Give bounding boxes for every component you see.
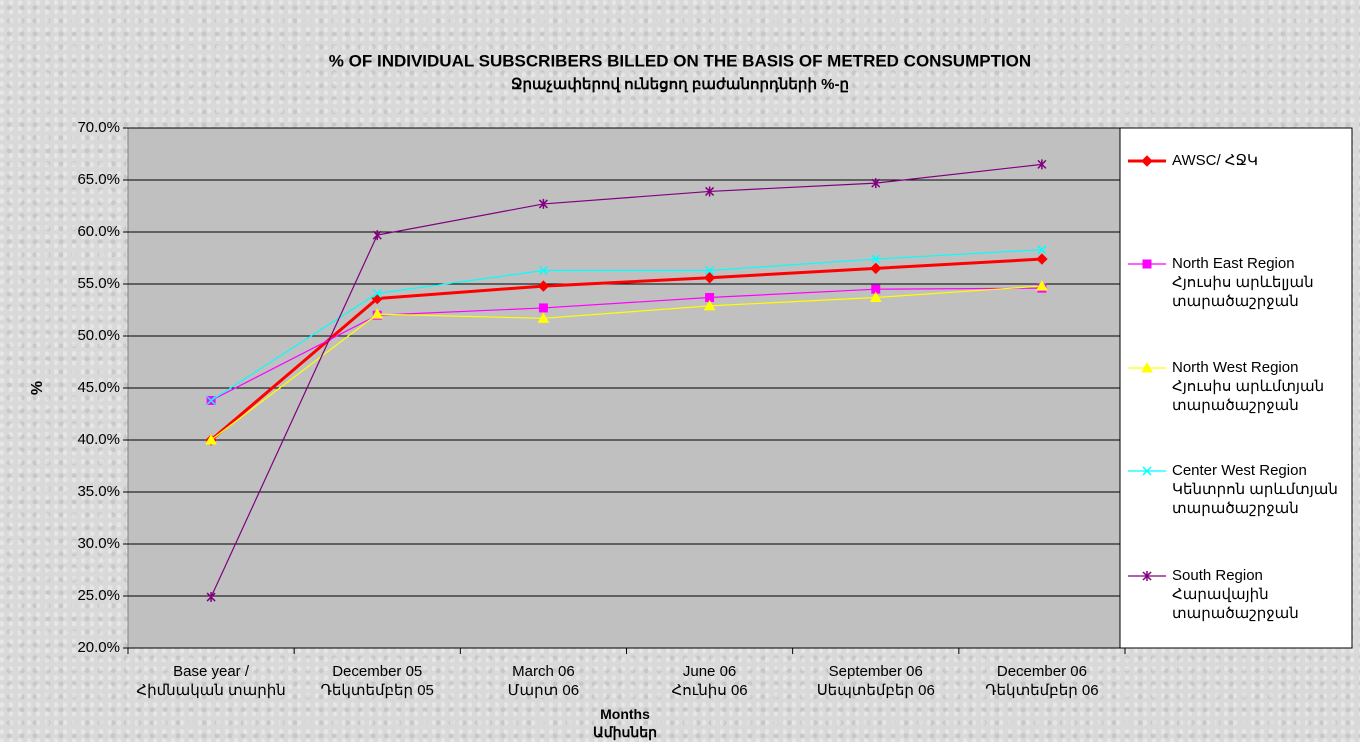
marker bbox=[538, 198, 548, 209]
y-tick-label: 45.0% bbox=[77, 379, 120, 396]
marker bbox=[1141, 361, 1153, 373]
marker bbox=[205, 433, 217, 445]
series bbox=[206, 159, 1047, 603]
marker bbox=[206, 592, 216, 603]
marker bbox=[1036, 253, 1048, 265]
y-axis-label: % bbox=[29, 381, 46, 395]
marker bbox=[537, 312, 550, 323]
x-axis-label: Months Ամիսներ bbox=[593, 706, 657, 740]
x-tick-label: June 06 Հունիս 06 bbox=[671, 663, 748, 699]
legend-label: South Region Հարավային տարածաշրջան bbox=[1172, 567, 1299, 622]
x-tick-label: Base year / Հիմնական տարին bbox=[136, 663, 286, 699]
marker bbox=[206, 395, 216, 406]
marker bbox=[705, 265, 715, 276]
marker bbox=[871, 178, 881, 189]
legend-label: Center West Region Կենտրոն արևմտյան տարա… bbox=[1172, 462, 1338, 517]
x-tick-label: March 06 Մարտ 06 bbox=[507, 663, 580, 699]
marker bbox=[1141, 155, 1153, 167]
chart-subtitle: Ջրաչափերով ունեցող բաժանորդների %-ը bbox=[511, 76, 849, 93]
marker bbox=[870, 262, 882, 275]
marker bbox=[537, 280, 550, 292]
x-tick-label: December 06 Դեկտեմբեր 06 bbox=[985, 663, 1099, 699]
y-tick-label: 40.0% bbox=[77, 431, 120, 448]
y-tick-label: 65.0% bbox=[77, 171, 120, 188]
legend-label: AWSC/ ՀՋԿ bbox=[1172, 152, 1259, 169]
x-tick-label: December 05 Դեկտեմբեր 05 bbox=[320, 663, 434, 699]
marker bbox=[538, 265, 548, 276]
y-tick-label: 70.0% bbox=[77, 119, 120, 136]
series bbox=[205, 280, 1048, 445]
marker bbox=[1036, 280, 1048, 291]
series-line bbox=[210, 249, 1042, 401]
marker bbox=[372, 230, 382, 241]
marker bbox=[1037, 159, 1047, 170]
marker bbox=[1142, 571, 1152, 581]
y-tick-label: 25.0% bbox=[77, 587, 120, 604]
series-line bbox=[210, 287, 1042, 402]
marker bbox=[1142, 466, 1152, 476]
legend-label: North East Region Հյուսիս արևելյան տարած… bbox=[1172, 255, 1314, 310]
marker bbox=[372, 288, 382, 298]
marker bbox=[538, 303, 548, 313]
marker bbox=[869, 291, 882, 303]
chart-title: % OF INDIVIDUAL SUBSCRIBERS BILLED ON TH… bbox=[329, 51, 1031, 70]
x-tick-label: September 06 Սեպտեմբեր 06 bbox=[816, 663, 935, 699]
y-tick-label: 20.0% bbox=[77, 639, 120, 656]
marker bbox=[703, 272, 716, 284]
y-tick-label: 35.0% bbox=[77, 483, 120, 500]
legend-box bbox=[1119, 127, 1353, 649]
marker bbox=[1142, 259, 1152, 269]
series bbox=[206, 245, 1047, 406]
series-line bbox=[210, 163, 1042, 598]
y-tick-label: 55.0% bbox=[77, 275, 120, 292]
series-line bbox=[210, 257, 1043, 442]
marker bbox=[705, 186, 715, 197]
marker bbox=[1037, 245, 1047, 255]
marker bbox=[871, 254, 881, 264]
y-tick-label: 50.0% bbox=[77, 327, 120, 344]
series-line bbox=[210, 285, 1042, 441]
marker bbox=[371, 308, 384, 319]
y-tick-label: 60.0% bbox=[77, 223, 120, 240]
y-tick-label: 30.0% bbox=[77, 535, 120, 552]
legend-label: North West Region Հյուսիս արևմտյան տարած… bbox=[1172, 359, 1325, 414]
marker bbox=[703, 299, 716, 311]
